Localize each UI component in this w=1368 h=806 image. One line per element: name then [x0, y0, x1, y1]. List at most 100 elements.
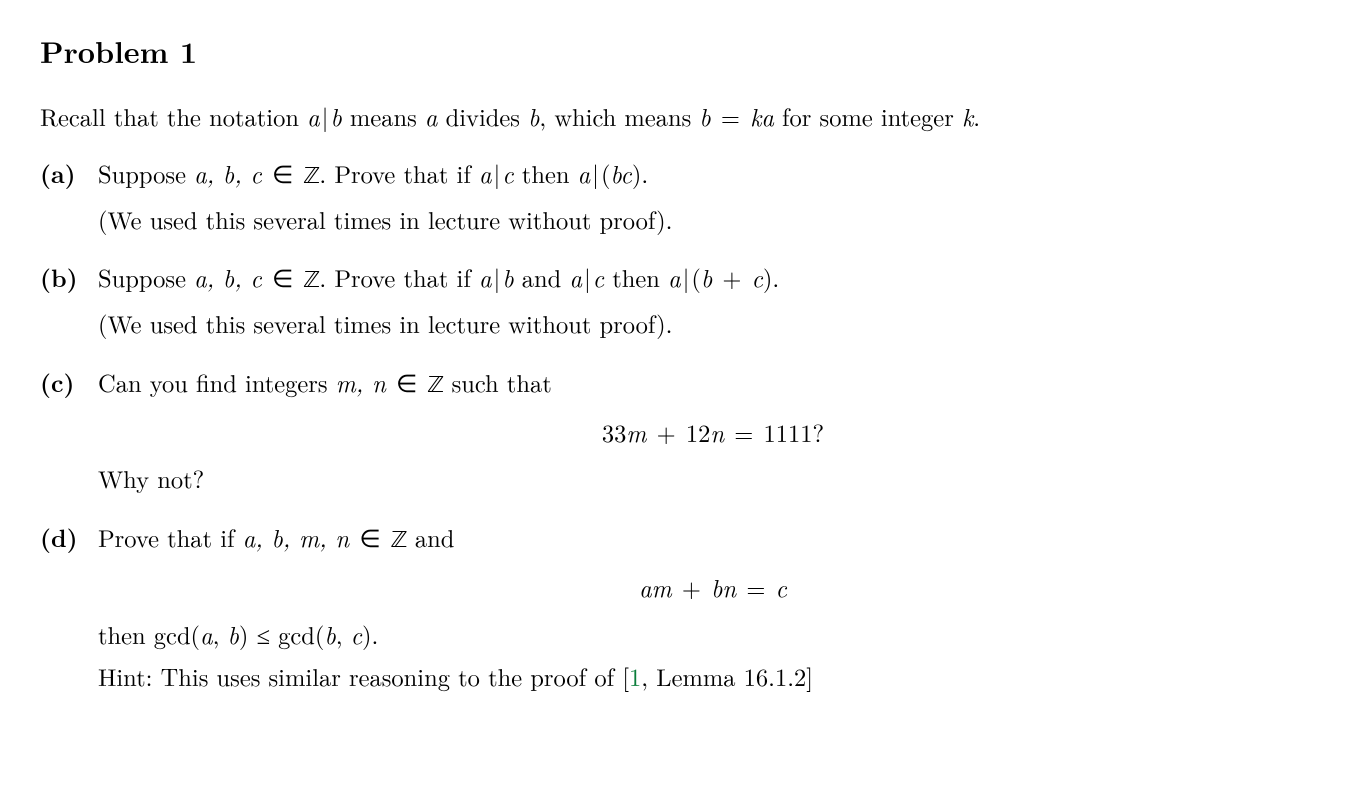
math-num: 33 [602, 415, 627, 450]
text: means [342, 99, 425, 134]
math-var: c [351, 617, 362, 652]
math-vars: m, n [336, 365, 386, 400]
text: Recall that the notation [40, 99, 307, 134]
text: . [641, 156, 648, 191]
math-var: b [711, 570, 722, 605]
part-b: (b) Suppose a, b, c ∈ ℤ. Prove that if a… [40, 260, 1328, 349]
part-label: (a) [40, 156, 98, 193]
math-var: c [752, 260, 763, 295]
math-var: a [479, 260, 492, 295]
math-var: a [761, 99, 774, 134]
math-op: | [590, 156, 601, 191]
math-var: a [578, 156, 591, 191]
math-var: a [479, 156, 492, 191]
part-d-line1: Prove that if a, b, m, n ∈ ℤ and [98, 520, 1328, 560]
math-var: c [593, 260, 604, 295]
part-a: (a) Suppose a, b, c ∈ ℤ. Prove that if a… [40, 156, 1328, 245]
intro-paragraph: Recall that the notation a|b means a div… [40, 99, 1328, 136]
text: such that [443, 365, 551, 400]
math-in: ∈ [262, 156, 304, 191]
math-var: b [502, 260, 513, 295]
text: . [973, 99, 980, 134]
math-var: b [324, 617, 335, 652]
text: divides [437, 99, 528, 134]
math-op: | [492, 156, 503, 191]
math-var: k [962, 99, 973, 134]
text: , which means [539, 99, 699, 134]
text: . [772, 260, 779, 295]
part-label: (b) [40, 260, 98, 297]
part-a-line1: Suppose a, b, c ∈ ℤ. Prove that if a|c t… [98, 156, 1328, 196]
math-in: ∈ [262, 260, 304, 295]
math-var: n [722, 570, 736, 605]
math-var: c [621, 156, 632, 191]
part-c: (c) Can you find integers m, n ∈ ℤ such … [40, 365, 1328, 504]
math-var: a [668, 260, 681, 295]
text: , [336, 617, 351, 652]
text: ) ≤ gcd( [239, 617, 325, 652]
part-d-hint: Hint: This uses similar reasoning to the… [98, 659, 1328, 696]
math-var: b [699, 99, 710, 134]
problem-page: Problem 1 Recall that the notation a|b m… [0, 0, 1368, 758]
math-var: m [652, 570, 672, 605]
math-op: + [646, 415, 685, 450]
math-rel: = [724, 415, 763, 450]
math-Z: ℤ [303, 164, 319, 189]
part-c-equation: 33m + 12n = 1111? [98, 415, 1328, 452]
math-var: m [626, 415, 646, 450]
text: then gcd( [98, 617, 200, 652]
math-var: a [425, 99, 438, 134]
text: Suppose [98, 156, 194, 191]
math-var: n [710, 415, 724, 450]
text: Suppose [98, 260, 194, 295]
text: Hint: This uses similar reasoning to the… [98, 659, 629, 694]
math-op: | [681, 260, 692, 295]
math-num: 1111? [764, 415, 825, 450]
part-b-line2: (We used this several times in lecture w… [98, 306, 1328, 343]
part-c-line2: Why not? [98, 461, 1328, 498]
text: for some integer [774, 99, 962, 134]
math-var: a [639, 570, 652, 605]
math-var: b [228, 617, 239, 652]
math-var: k [750, 99, 761, 134]
text: , [213, 617, 228, 652]
part-c-line1: Can you find integers m, n ∈ ℤ such that [98, 365, 1328, 405]
math-vars: a, b, m, n [243, 520, 349, 555]
math-Z: ℤ [303, 268, 319, 293]
text: then [514, 156, 578, 191]
math-var: a [307, 99, 320, 134]
part-a-line2: (We used this several times in lecture w… [98, 202, 1328, 239]
part-d: (d) Prove that if a, b, m, n ∈ ℤ and am … [40, 520, 1328, 702]
part-b-line1: Suppose a, b, c ∈ ℤ. Prove that if a|b a… [98, 260, 1328, 300]
text: and [514, 260, 570, 295]
math-paren: ) [632, 156, 642, 191]
math-var: b [330, 99, 341, 134]
text: , Lemma 16.1.2] [641, 659, 813, 694]
part-label: (d) [40, 520, 98, 557]
math-Z: ℤ [391, 528, 407, 553]
math-var: b [528, 99, 539, 134]
math-op: | [320, 99, 331, 134]
math-vars: a, b, c [194, 260, 262, 295]
math-var: b [701, 260, 712, 295]
math-num: 12 [686, 415, 711, 450]
math-var: c [502, 156, 513, 191]
math-op: + [712, 260, 751, 295]
part-body: Suppose a, b, c ∈ ℤ. Prove that if a|c t… [98, 156, 1328, 245]
part-body: Prove that if a, b, m, n ∈ ℤ and am + bn… [98, 520, 1328, 702]
math-paren: ) [763, 260, 773, 295]
text: . Prove that if [319, 260, 479, 295]
math-paren: ( [601, 156, 611, 191]
part-body: Can you find integers m, n ∈ ℤ such that… [98, 365, 1328, 504]
math-op: | [492, 260, 503, 295]
part-body: Suppose a, b, c ∈ ℤ. Prove that if a|b a… [98, 260, 1328, 349]
part-label: (c) [40, 365, 98, 402]
problem-title: Problem 1 [40, 28, 1328, 73]
math-var: c [776, 570, 787, 605]
math-in: ∈ [349, 520, 391, 555]
math-rel: = [711, 99, 750, 134]
math-op: + [672, 570, 711, 605]
math-op: | [582, 260, 593, 295]
text: then [604, 260, 668, 295]
citation-ref: 1 [629, 659, 641, 694]
